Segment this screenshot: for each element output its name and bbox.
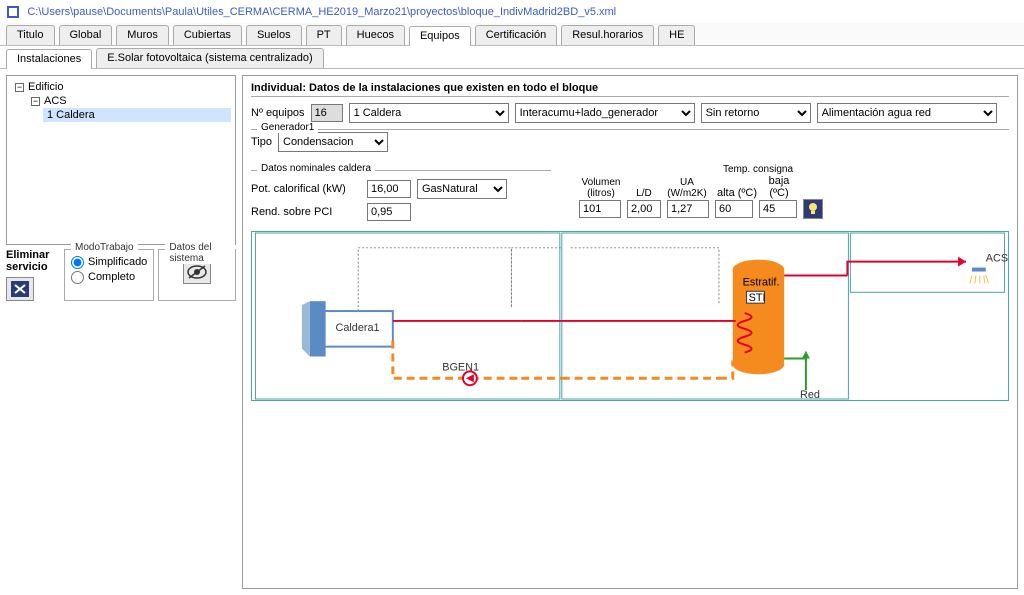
red-label: Red xyxy=(800,389,820,401)
section-title: Individual: Datos de la instalaciones qu… xyxy=(251,82,1009,97)
caldera-label: Caldera1 xyxy=(336,322,380,334)
rend-label: Rend. sobre PCI xyxy=(251,206,361,218)
bulb-icon xyxy=(807,202,819,216)
row-tipo: Tipo Condensacion xyxy=(251,132,1009,152)
expander-icon[interactable]: − xyxy=(15,83,24,92)
retorno-select[interactable]: Sin retorno xyxy=(701,103,811,123)
combustible-select[interactable]: GasNatural xyxy=(417,179,507,199)
row-pot: Pot. calorifical (kW) GasNatural xyxy=(251,179,551,199)
tipo-label: Tipo xyxy=(251,136,272,148)
eliminar-label: Eliminar servicio xyxy=(6,249,60,273)
row-rend: Rend. sobre PCI xyxy=(251,203,551,221)
modo-group: ModoTrabajo Simplificado Completo xyxy=(64,249,154,301)
tab-resul.horarios[interactable]: Resul.horarios xyxy=(561,25,654,45)
hc-vol: Volumen(litros) xyxy=(579,177,623,199)
tree[interactable]: −Edificio −ACS 1 Caldera xyxy=(6,75,236,245)
shower-icon xyxy=(970,267,989,283)
bgen-label: BGEN1 xyxy=(442,361,479,373)
left-controls: Eliminar servicio ModoTrabajo Simplifica… xyxy=(6,249,236,301)
tab-global[interactable]: Global xyxy=(59,25,113,45)
pot-label: Pot. calorifical (kW) xyxy=(251,183,361,195)
tree-level1[interactable]: −ACS xyxy=(27,94,231,108)
pot-input[interactable] xyxy=(367,180,411,198)
estratif-label: Estratif. xyxy=(743,276,780,288)
n-equipos-label: Nº equipos xyxy=(251,107,305,119)
modo-title: ModoTrabajo xyxy=(71,242,138,253)
tab-muros[interactable]: Muros xyxy=(116,25,169,45)
tab-equipos[interactable]: Equipos xyxy=(409,26,471,46)
eliminar-button[interactable] xyxy=(6,277,34,301)
subtab-0[interactable]: Instalaciones xyxy=(6,49,92,69)
rend-input[interactable] xyxy=(367,203,411,221)
ua-input[interactable] xyxy=(667,200,709,218)
tab-pt[interactable]: PT xyxy=(306,25,342,45)
radio-completo[interactable]: Completo xyxy=(71,271,147,284)
left-panel: −Edificio −ACS 1 Caldera Eliminar servic… xyxy=(6,75,236,589)
datos-title: Datos del sistema xyxy=(165,242,235,264)
alta-input[interactable] xyxy=(715,200,753,218)
row-top: Nº equipos 1 Caldera Interacumu+lado_gen… xyxy=(251,103,1009,123)
tree-root[interactable]: −Edificio xyxy=(11,80,231,94)
expander-icon[interactable]: − xyxy=(31,97,40,106)
right-panel: Individual: Datos de la instalaciones qu… xyxy=(242,75,1018,589)
ld-input[interactable] xyxy=(627,200,661,218)
sub-tabs: InstalacionesE.Solar fotovoltaica (siste… xyxy=(0,46,1024,69)
acs-label: ACS xyxy=(986,252,1008,264)
app-icon xyxy=(6,5,20,19)
header-cells: Volumen(litros) L/D UA(W/m2K) Temp. cons… xyxy=(579,164,1009,199)
tab-suelos[interactable]: Suelos xyxy=(246,25,302,45)
tab-huecos[interactable]: Huecos xyxy=(346,25,405,45)
main-tabs: TituloGlobalMurosCubiertasSuelosPTHuecos… xyxy=(0,23,1024,46)
vol-input[interactable] xyxy=(579,200,621,218)
hc-ld: L/D xyxy=(627,188,661,199)
hc-ua: UA(W/m2K) xyxy=(665,177,709,199)
radio-simplificado[interactable]: Simplificado xyxy=(71,256,147,269)
config-select[interactable]: Interacumu+lado_generador xyxy=(515,103,695,123)
tab-titulo[interactable]: Titulo xyxy=(6,25,55,45)
alim-select[interactable]: Alimentación agua red xyxy=(817,103,997,123)
tab-cubiertas[interactable]: Cubiertas xyxy=(173,25,242,45)
tab-certificación[interactable]: Certificación xyxy=(475,25,558,45)
baja-input[interactable] xyxy=(759,200,797,218)
hc-tc: Temp. consignaalta (ºC)baja (ºC) xyxy=(713,164,803,199)
titlebar: C:\Users\pause\Documents\Paula\Utiles_CE… xyxy=(0,0,1024,23)
delete-icon xyxy=(11,281,29,297)
subtab-1[interactable]: E.Solar fotovoltaica (sistema centraliza… xyxy=(96,48,323,68)
system-diagram: Caldera1 BGEN1 Estratif. STI xyxy=(251,231,1009,401)
datos-nom-fieldset: Datos nominales caldera xyxy=(251,170,551,171)
eye-icon xyxy=(187,265,207,279)
sti-label: STI xyxy=(749,292,766,304)
n-equipos-input[interactable] xyxy=(311,104,343,122)
tab-he[interactable]: HE xyxy=(658,25,695,45)
workspace: −Edificio −ACS 1 Caldera Eliminar servic… xyxy=(0,69,1024,595)
info-button[interactable] xyxy=(803,199,823,219)
row-values xyxy=(579,199,1009,219)
tree-level2[interactable]: 1 Caldera xyxy=(43,108,231,122)
caldera-select[interactable]: 1 Caldera xyxy=(349,103,509,123)
datos-group: Datos del sistema xyxy=(158,249,236,301)
tipo-select[interactable]: Condensacion xyxy=(278,132,388,152)
generador-fieldset: Generador1 xyxy=(251,129,1009,130)
window-title: C:\Users\pause\Documents\Paula\Utiles_CE… xyxy=(27,6,616,18)
